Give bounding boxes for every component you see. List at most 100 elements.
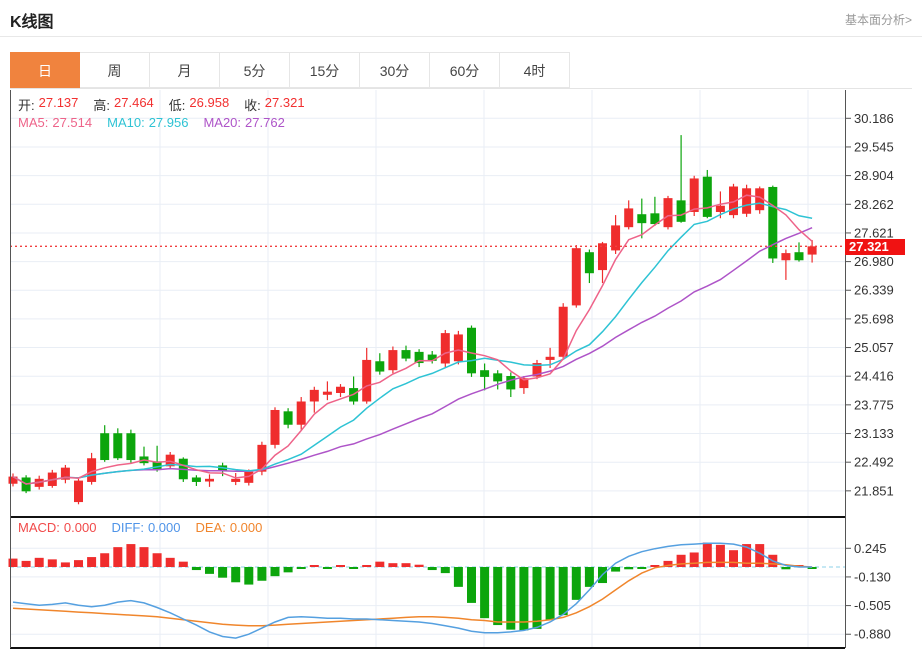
macd-bar xyxy=(362,565,372,567)
macd-bar xyxy=(689,552,699,567)
macd-bar xyxy=(506,567,516,630)
candle-down xyxy=(480,370,490,377)
candle-down xyxy=(650,213,660,225)
candle-up xyxy=(74,480,83,503)
ma10-value: 27.956 xyxy=(148,115,189,130)
high-readout: 高: 27.464 xyxy=(93,95,153,114)
dea-label: DEA: xyxy=(195,520,226,535)
candle-down xyxy=(414,351,424,364)
macd-bar xyxy=(47,559,57,567)
interval-tab-2[interactable]: 周 xyxy=(80,52,150,88)
macd-bar xyxy=(178,561,188,567)
candle-up xyxy=(296,401,306,425)
y-axis-label: 30.186 xyxy=(854,111,894,126)
macd-bar xyxy=(480,567,490,619)
candle-up xyxy=(532,363,542,377)
candle-up xyxy=(519,378,529,389)
y-axis-label: 23.775 xyxy=(854,397,894,412)
y-axis-label: 23.133 xyxy=(854,426,894,441)
y-axis-label: 28.904 xyxy=(854,168,894,183)
macd-readout-row: MACD: 0.000 DIFF: 0.000 DEA: 0.000 xyxy=(18,520,262,535)
close-readout: 收: 27.321 xyxy=(244,95,304,114)
interval-tabbar: 日周月 5分 15分 30分 60分 4时 xyxy=(10,52,912,89)
low-label: 低: xyxy=(168,98,186,113)
interval-tab-8[interactable]: 4时 xyxy=(500,52,570,88)
macd-bar xyxy=(218,567,228,578)
macd-bar xyxy=(270,567,280,577)
macd-label: MACD: xyxy=(18,520,60,535)
candle-up xyxy=(781,253,791,261)
interval-tab-6[interactable]: 30分 xyxy=(360,52,430,88)
high-value: 27.464 xyxy=(114,95,154,110)
candle-up xyxy=(715,205,725,212)
candle-down xyxy=(768,186,778,259)
ma20-readout: MA20: 27.762 xyxy=(203,115,284,130)
candle-up xyxy=(453,334,463,362)
macd-bar xyxy=(702,542,712,567)
interval-tab-1[interactable]: 日 xyxy=(10,52,80,88)
candle-down xyxy=(676,200,686,222)
macd-y-axis-label: -0.505 xyxy=(854,598,891,613)
candle-up xyxy=(755,188,765,211)
interval-tab-7[interactable]: 60分 xyxy=(430,52,500,88)
macd-bar xyxy=(60,562,70,567)
interval-tab-4[interactable]: 5分 xyxy=(220,52,290,88)
macd-bar xyxy=(401,563,411,567)
macd-bar xyxy=(375,561,385,567)
macd-bar xyxy=(74,560,83,567)
candle-down xyxy=(191,477,201,482)
macd-bar xyxy=(467,567,476,603)
y-axis-label: 29.545 xyxy=(854,139,894,154)
candle-up xyxy=(729,186,738,216)
macd-bar xyxy=(388,563,398,567)
ma10-label: MA10: xyxy=(107,115,145,130)
fundamental-analysis-link[interactable]: 基本面分析> xyxy=(844,13,912,27)
macd-bar xyxy=(231,567,241,583)
macd-bar xyxy=(663,560,673,567)
candle-down xyxy=(401,350,411,359)
macd-bar xyxy=(139,547,149,567)
candle-down xyxy=(493,373,503,382)
macd-bar xyxy=(729,550,738,567)
candle-up xyxy=(309,389,319,402)
macd-bar xyxy=(637,567,647,569)
macd-y-axis-label: 0.245 xyxy=(854,541,887,556)
candle-up xyxy=(545,356,555,360)
candle-down xyxy=(100,433,110,461)
candle-up xyxy=(362,359,372,402)
candle-down xyxy=(427,354,437,361)
macd-bar xyxy=(87,557,97,567)
interval-tab-3[interactable]: 月 xyxy=(150,52,220,88)
open-readout: 开: 27.137 xyxy=(18,95,78,114)
macd-bar xyxy=(742,544,752,567)
y-axis-label: 27.621 xyxy=(854,225,894,240)
y-axis-label: 25.057 xyxy=(854,340,894,355)
candle-up xyxy=(336,386,345,394)
ma20-line xyxy=(12,227,813,485)
macd-readout: MACD: 0.000 xyxy=(18,520,96,535)
interval-tab-5[interactable]: 15分 xyxy=(290,52,360,88)
y-axis-label: 26.980 xyxy=(854,254,894,269)
ma-row: MA5: 27.514 MA10: 27.956 MA20: 27.762 xyxy=(18,115,285,130)
ma20-value: 27.762 xyxy=(245,115,285,130)
y-axis-label: 25.698 xyxy=(854,311,894,326)
macd-y-axis-label: -0.880 xyxy=(854,627,891,642)
macd-bar xyxy=(336,565,345,567)
macd-bar xyxy=(650,565,660,567)
candle-up xyxy=(807,246,817,255)
y-axis-label: 28.262 xyxy=(854,197,894,212)
macd-bar xyxy=(100,553,110,567)
macd-bar xyxy=(676,554,686,567)
macd-bar xyxy=(113,547,123,567)
candle-up xyxy=(558,306,568,357)
macd-bar xyxy=(349,567,359,569)
macd-bar xyxy=(427,567,437,571)
macd-bar xyxy=(715,544,725,567)
candle-down xyxy=(152,461,162,470)
candle-down xyxy=(637,214,647,224)
ma20-label: MA20: xyxy=(203,115,242,130)
macd-bar xyxy=(257,567,267,581)
macd-bar xyxy=(165,557,175,567)
dea-value: 0.000 xyxy=(229,520,263,535)
